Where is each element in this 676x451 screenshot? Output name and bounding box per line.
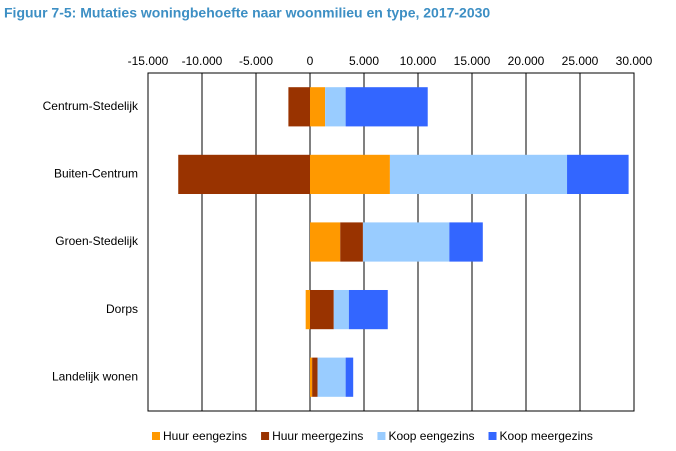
bar <box>288 87 310 127</box>
legend-label: Huur meergezins <box>272 429 363 443</box>
bar <box>333 289 349 330</box>
legend-label: Huur eengezins <box>163 429 247 443</box>
x-tick-label: 0 <box>307 54 314 68</box>
bar <box>310 289 334 330</box>
bar <box>567 154 629 195</box>
y-tick-label: Dorps <box>106 302 138 316</box>
bar <box>345 87 428 127</box>
legend-swatch <box>261 432 270 440</box>
bar <box>310 154 390 195</box>
x-tick-label: 20.000 <box>508 54 545 68</box>
x-tick-label: 5.000 <box>349 54 379 68</box>
bar <box>389 154 568 195</box>
x-tick-label: 15.000 <box>454 54 491 68</box>
bar <box>305 289 310 330</box>
bar <box>310 87 326 127</box>
bar <box>312 357 318 397</box>
y-tick-label: Buiten-Centrum <box>54 167 138 181</box>
x-tick-label: 30.000 <box>616 54 653 68</box>
y-tick-label: Groen-Stedelijk <box>55 234 139 248</box>
legend-swatch <box>377 432 386 440</box>
bar <box>317 357 346 397</box>
y-tick-label: Centrum-Stedelijk <box>43 99 139 113</box>
bar <box>449 222 483 262</box>
chart-title: Figuur 7-5: Mutaties woningbehoefte naar… <box>4 5 490 21</box>
x-tick-label: 25.000 <box>562 54 599 68</box>
bar <box>310 222 341 262</box>
legend-swatch <box>152 432 160 440</box>
bar <box>345 357 354 397</box>
legend-label: Koop meergezins <box>500 429 593 443</box>
bar <box>340 222 363 262</box>
bar <box>362 222 450 262</box>
y-tick-label: Landelijk wonen <box>52 369 138 383</box>
bar <box>178 154 310 195</box>
bar <box>348 289 388 330</box>
bar <box>310 357 313 397</box>
x-tick-label: -5.000 <box>239 54 273 68</box>
x-tick-label: -10.000 <box>182 54 223 68</box>
legend-label: Koop eengezins <box>388 429 474 443</box>
bar <box>325 87 346 127</box>
x-tick-label: 10.000 <box>400 54 437 68</box>
x-tick-label: -15.000 <box>128 54 169 68</box>
legend-swatch <box>488 432 497 440</box>
